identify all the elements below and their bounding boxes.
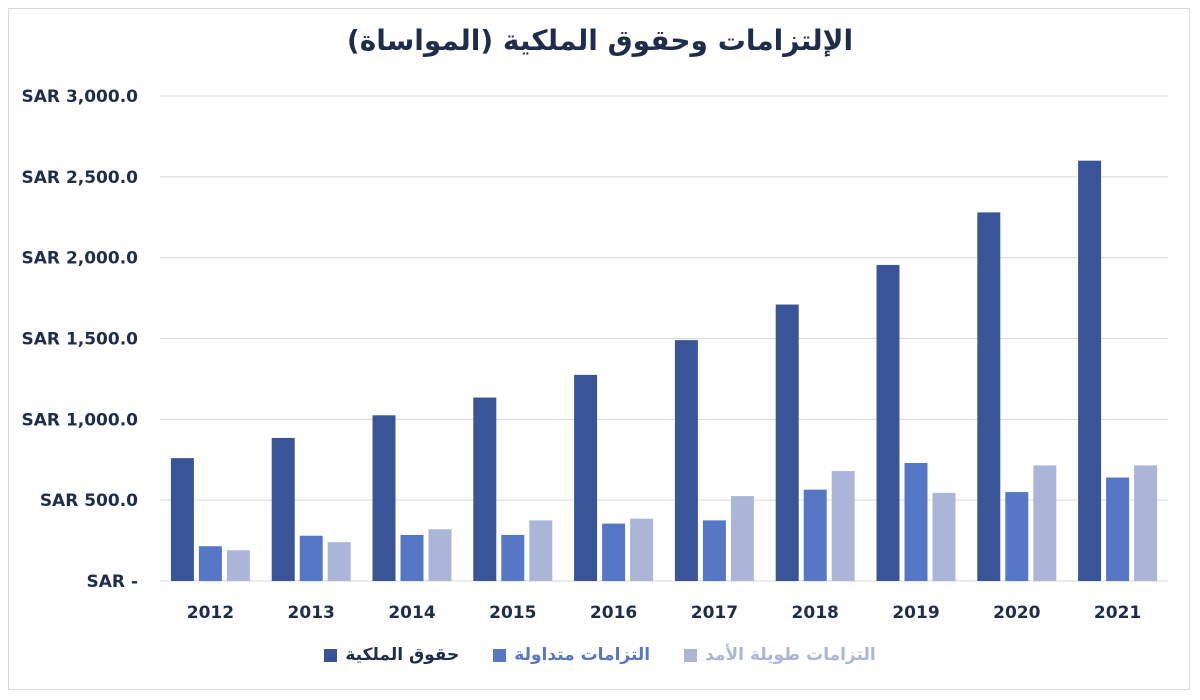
bar-2013-series-0: [271, 437, 295, 581]
bar-2016-series-1: [602, 523, 626, 581]
y-tick-label: SAR 3,000.0: [22, 87, 139, 107]
x-tick-label: 2012: [187, 603, 234, 623]
x-tick-label: 2014: [388, 603, 435, 623]
bar-2014-series-1: [400, 534, 424, 581]
legend-item: حقوق الملكية: [324, 645, 459, 665]
bar-2019-series-0: [876, 264, 900, 581]
bar-2015-series-0: [473, 397, 497, 581]
bar-2013-series-2: [327, 542, 351, 581]
bar-2015-series-1: [501, 534, 525, 581]
y-axis-ticks: SAR - SAR 500.0 SAR 1,000.0 SAR 1,500.0 SAR …: [22, 87, 139, 592]
chart-title: الإلتزامات وحقوق الملكية (المواساة): [346, 24, 854, 57]
bar-2020-series-1: [1005, 492, 1029, 581]
x-tick-label: 2015: [489, 603, 536, 623]
bar-2017-series-0: [674, 340, 698, 581]
x-tick-label: 2019: [892, 603, 939, 623]
legend-swatch: [324, 648, 338, 662]
bar-2020-series-2: [1033, 465, 1057, 581]
y-tick-label: SAR 1,500.0: [22, 330, 139, 350]
bar-2017-series-1: [702, 520, 726, 581]
bar-2019-series-1: [904, 462, 928, 581]
x-tick-label: 2013: [288, 603, 335, 623]
y-tick-label: SAR 500.0: [40, 491, 138, 511]
bar-2021-series-1: [1106, 477, 1130, 581]
bar-2016-series-0: [574, 374, 598, 581]
legend-label: التزامات متداولة: [514, 645, 651, 665]
y-tick-label: SAR 1,000.0: [22, 410, 139, 430]
bar-2018-series-2: [831, 471, 855, 581]
y-tick-label: SAR 2,500.0: [22, 168, 139, 188]
bars: [170, 160, 1158, 581]
legend-item: التزامات طويلة الأمد: [684, 645, 876, 665]
legend-item: التزامات متداولة: [493, 645, 650, 665]
bar-2012-series-0: [170, 458, 194, 581]
x-tick-label: 2020: [993, 603, 1040, 623]
bar-2014-series-2: [428, 529, 452, 581]
bar-2015-series-2: [529, 520, 553, 581]
legend-label: التزامات طويلة الأمد: [705, 645, 876, 665]
bar-2018-series-1: [803, 489, 827, 581]
bar-2021-series-2: [1134, 465, 1158, 581]
bar-2021-series-0: [1078, 160, 1102, 581]
bar-2016-series-2: [630, 518, 654, 581]
bar-2018-series-0: [775, 304, 799, 581]
x-tick-label: 2018: [792, 603, 839, 623]
bar-2019-series-2: [932, 492, 956, 581]
bar-2020-series-0: [977, 212, 1001, 581]
legend-swatch: [493, 648, 507, 662]
bar-2012-series-2: [226, 550, 250, 581]
legend-swatch: [684, 648, 698, 662]
y-tick-label: SAR 2,000.0: [22, 249, 139, 269]
x-axis-ticks: 2012 2013 2014 2015 2016 2017 2018 2019 2020 2021: [187, 603, 1142, 623]
bar-2012-series-1: [198, 546, 222, 581]
x-tick-label: 2016: [590, 603, 637, 623]
x-tick-label: 2017: [691, 603, 738, 623]
x-tick-label: 2021: [1094, 603, 1141, 623]
bar-2017-series-2: [730, 496, 754, 581]
bar-2014-series-0: [372, 415, 396, 581]
legend-label: حقوق الملكية: [345, 645, 460, 665]
y-tick-label: SAR -: [87, 572, 138, 592]
bar-2013-series-1: [299, 535, 323, 581]
legend: حقوق الملكية التزامات متداولة التزامات طوي…: [0, 640, 1200, 670]
